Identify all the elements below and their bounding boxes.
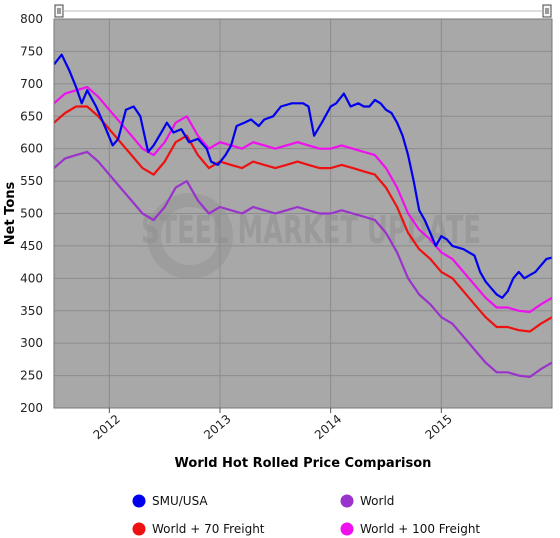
y-tick-label: 200	[20, 401, 43, 415]
y-tick-label: 600	[20, 142, 43, 156]
navigator-handles[interactable]	[54, 4, 552, 18]
watermark-text: STEEL MARKET UPDATE	[141, 208, 481, 252]
grid	[54, 18, 552, 409]
y-axis: 200 250 300 350 400 450 500 550 600 650 700 750 800	[20, 12, 43, 415]
legend-item-label: SMU/USA	[152, 494, 208, 508]
series-line-world-100-freight	[54, 85, 552, 314]
legend-item-label: World + 100 Freight	[360, 522, 480, 536]
chart-title: World Hot Rolled Price Comparison	[175, 456, 432, 471]
legend-marker	[340, 494, 354, 508]
legend-marker	[132, 522, 146, 536]
navigator-handle[interactable]	[54, 4, 64, 18]
y-tick-label: 350	[20, 304, 43, 318]
legend-item-label: World + 70 Freight	[152, 522, 265, 536]
y-tick-label: 800	[20, 12, 43, 26]
series-layer	[54, 53, 552, 378]
series-line-world-70-freight	[54, 105, 552, 333]
legend-item-label: World	[360, 494, 394, 508]
legend-marker	[340, 522, 354, 536]
y-tick-label: 400	[20, 271, 43, 285]
legend-marker	[132, 494, 146, 508]
x-tick-label: 2014	[312, 412, 344, 442]
x-axis: 2012 2013 2014 2015	[91, 408, 455, 442]
y-axis-label: Net Tons	[3, 181, 18, 245]
watermark-swirl	[147, 193, 233, 279]
x-tick-label: 2012	[91, 412, 123, 442]
series-line-world	[54, 150, 552, 378]
y-tick-label: 550	[20, 174, 43, 188]
x-tick-label: 2013	[201, 412, 233, 442]
y-tick-label: 500	[20, 207, 43, 221]
y-tick-label: 250	[20, 369, 43, 383]
y-tick-label: 700	[20, 77, 43, 91]
x-tick-label: 2015	[423, 412, 455, 442]
legend: SMU/USA World World + 70 Freight World + 10…	[132, 494, 480, 536]
navigator-handle[interactable]	[542, 4, 552, 18]
y-tick-label: 300	[20, 336, 43, 350]
y-tick-label: 450	[20, 239, 43, 253]
y-tick-label: 650	[20, 109, 43, 123]
watermark: STEEL MARKET UPDATE	[141, 193, 481, 279]
plot-border	[53, 18, 553, 409]
y-tick-label: 750	[20, 44, 43, 58]
series-line-smu-usa	[54, 53, 552, 299]
